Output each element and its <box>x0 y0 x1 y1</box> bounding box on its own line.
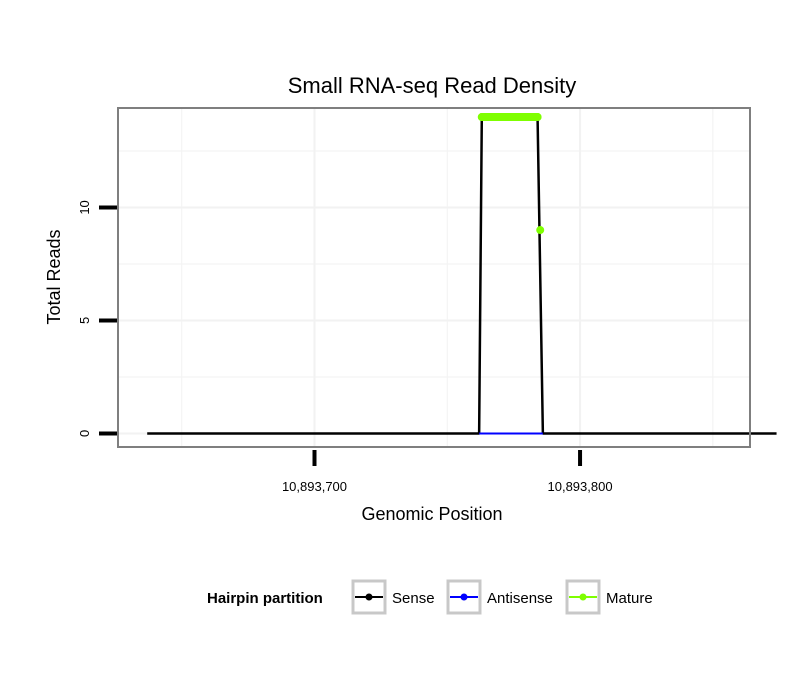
legend-item-antisense: Antisense <box>446 579 553 615</box>
x-tick-label: 10,893,700 <box>282 479 347 494</box>
legend-key-sense-dot <box>365 593 373 601</box>
plot-border <box>117 107 751 448</box>
legend-label-sense: Sense <box>392 590 435 607</box>
series-mature-point <box>533 113 542 122</box>
y-tick-label: 10 <box>77 200 92 214</box>
legend-key-mature-dot <box>579 593 587 601</box>
x-tick-label: 10,893,800 <box>548 479 613 494</box>
legend: Hairpin partition Sense Antisense Mature <box>207 579 653 615</box>
legend-item-mature: Mature <box>565 579 653 615</box>
legend-label-mature: Mature <box>606 590 653 607</box>
legend-title: Hairpin partition <box>207 590 323 607</box>
legend-label-antisense: Antisense <box>487 590 553 607</box>
y-tick-label: 0 <box>77 430 92 437</box>
y-axis-label: Total Reads <box>44 229 64 324</box>
x-axis-label: Genomic Position <box>361 504 502 524</box>
plot-panel <box>118 108 750 447</box>
legend-key-antisense-dot <box>460 593 468 601</box>
y-axis-ticks: 0 5 10 <box>77 200 117 437</box>
legend-item-sense: Sense <box>351 579 435 615</box>
series-layer <box>147 113 777 435</box>
chart-title: Small RNA-seq Read Density <box>288 73 577 98</box>
series-mature-point <box>536 226 545 235</box>
y-tick-label: 5 <box>77 317 92 324</box>
x-axis-ticks: 10,893,700 10,893,800 <box>282 450 613 494</box>
